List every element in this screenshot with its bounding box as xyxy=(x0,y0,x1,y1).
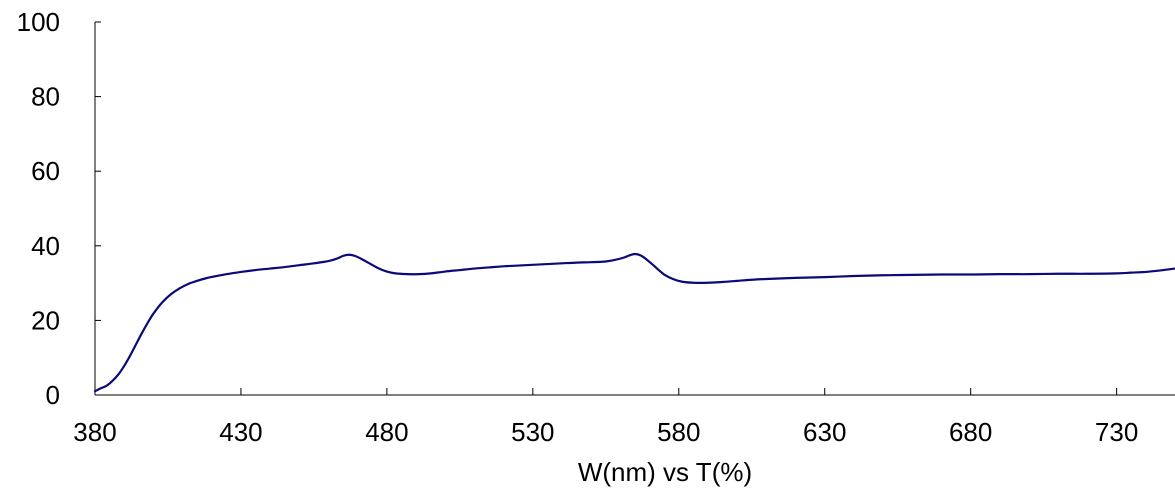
y-axis: 0 20 40 60 80 100 xyxy=(17,7,101,410)
x-tick-label: 480 xyxy=(365,417,408,447)
y-tick-label: 60 xyxy=(31,156,60,186)
x-tick-label: 580 xyxy=(657,417,700,447)
y-tick-label: 0 xyxy=(46,380,60,410)
y-tick-label: 100 xyxy=(17,7,60,37)
series-line xyxy=(93,252,1175,393)
y-tick-label: 20 xyxy=(31,305,60,335)
x-axis-title: W(nm) vs T(%) xyxy=(578,457,752,487)
x-tick-label: 680 xyxy=(949,417,992,447)
y-tick-label: 40 xyxy=(31,231,60,261)
x-tick-label: 430 xyxy=(219,417,262,447)
x-axis: 380 430 480 530 580 630 680 730 xyxy=(73,388,1175,447)
x-tick-label: 380 xyxy=(73,417,116,447)
x-tick-label: 730 xyxy=(1095,417,1138,447)
x-tick-label: 530 xyxy=(511,417,554,447)
y-tick-label: 80 xyxy=(31,82,60,112)
series-layer xyxy=(93,252,1175,393)
x-tick-label: 630 xyxy=(803,417,846,447)
